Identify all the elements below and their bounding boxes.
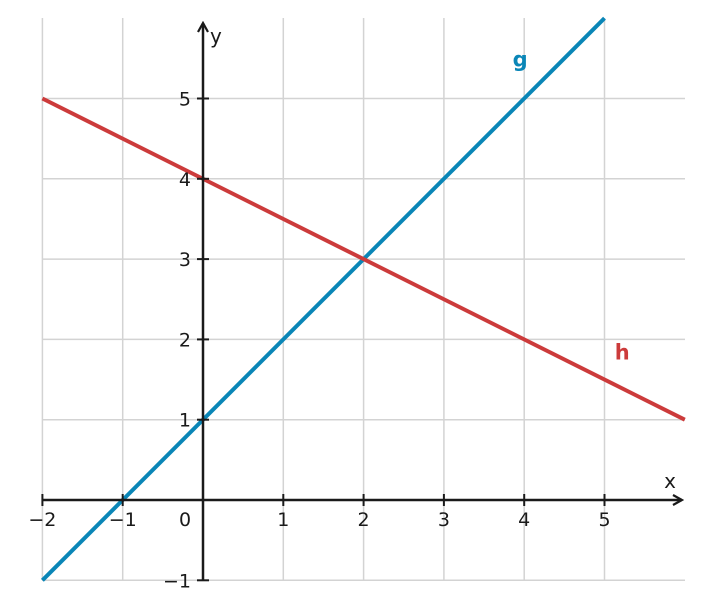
x-tick-label: 2	[358, 509, 370, 531]
series-layer	[40, 16, 686, 582]
x-tick-label: 1	[277, 509, 289, 531]
x-tick-label: −1	[109, 509, 137, 531]
axes	[41, 23, 682, 582]
x-tick-label: −2	[28, 509, 56, 531]
y-tick-label: 3	[179, 249, 191, 271]
x-tick-label: 5	[598, 509, 610, 531]
y-tick-label: −1	[163, 570, 191, 592]
x-tick-label: 4	[518, 509, 530, 531]
y-tick-label: 4	[179, 169, 191, 191]
labels: x y 0 g h −2 −1 1 2 3 4 5 −1 1 2 3 4 5	[28, 24, 676, 592]
series-line-h	[41, 96, 686, 422]
y-tick-label: 1	[179, 410, 191, 432]
x-tick-label: 3	[438, 509, 450, 531]
y-tick-label: 2	[179, 329, 191, 351]
y-axis-title: y	[210, 24, 222, 48]
y-tick-label: 5	[179, 89, 191, 111]
origin-label: 0	[179, 509, 191, 531]
x-axis-title: x	[664, 469, 676, 493]
series-line-g	[40, 16, 606, 582]
series-label-h: h	[615, 340, 630, 364]
series-label-g: g	[513, 47, 528, 71]
